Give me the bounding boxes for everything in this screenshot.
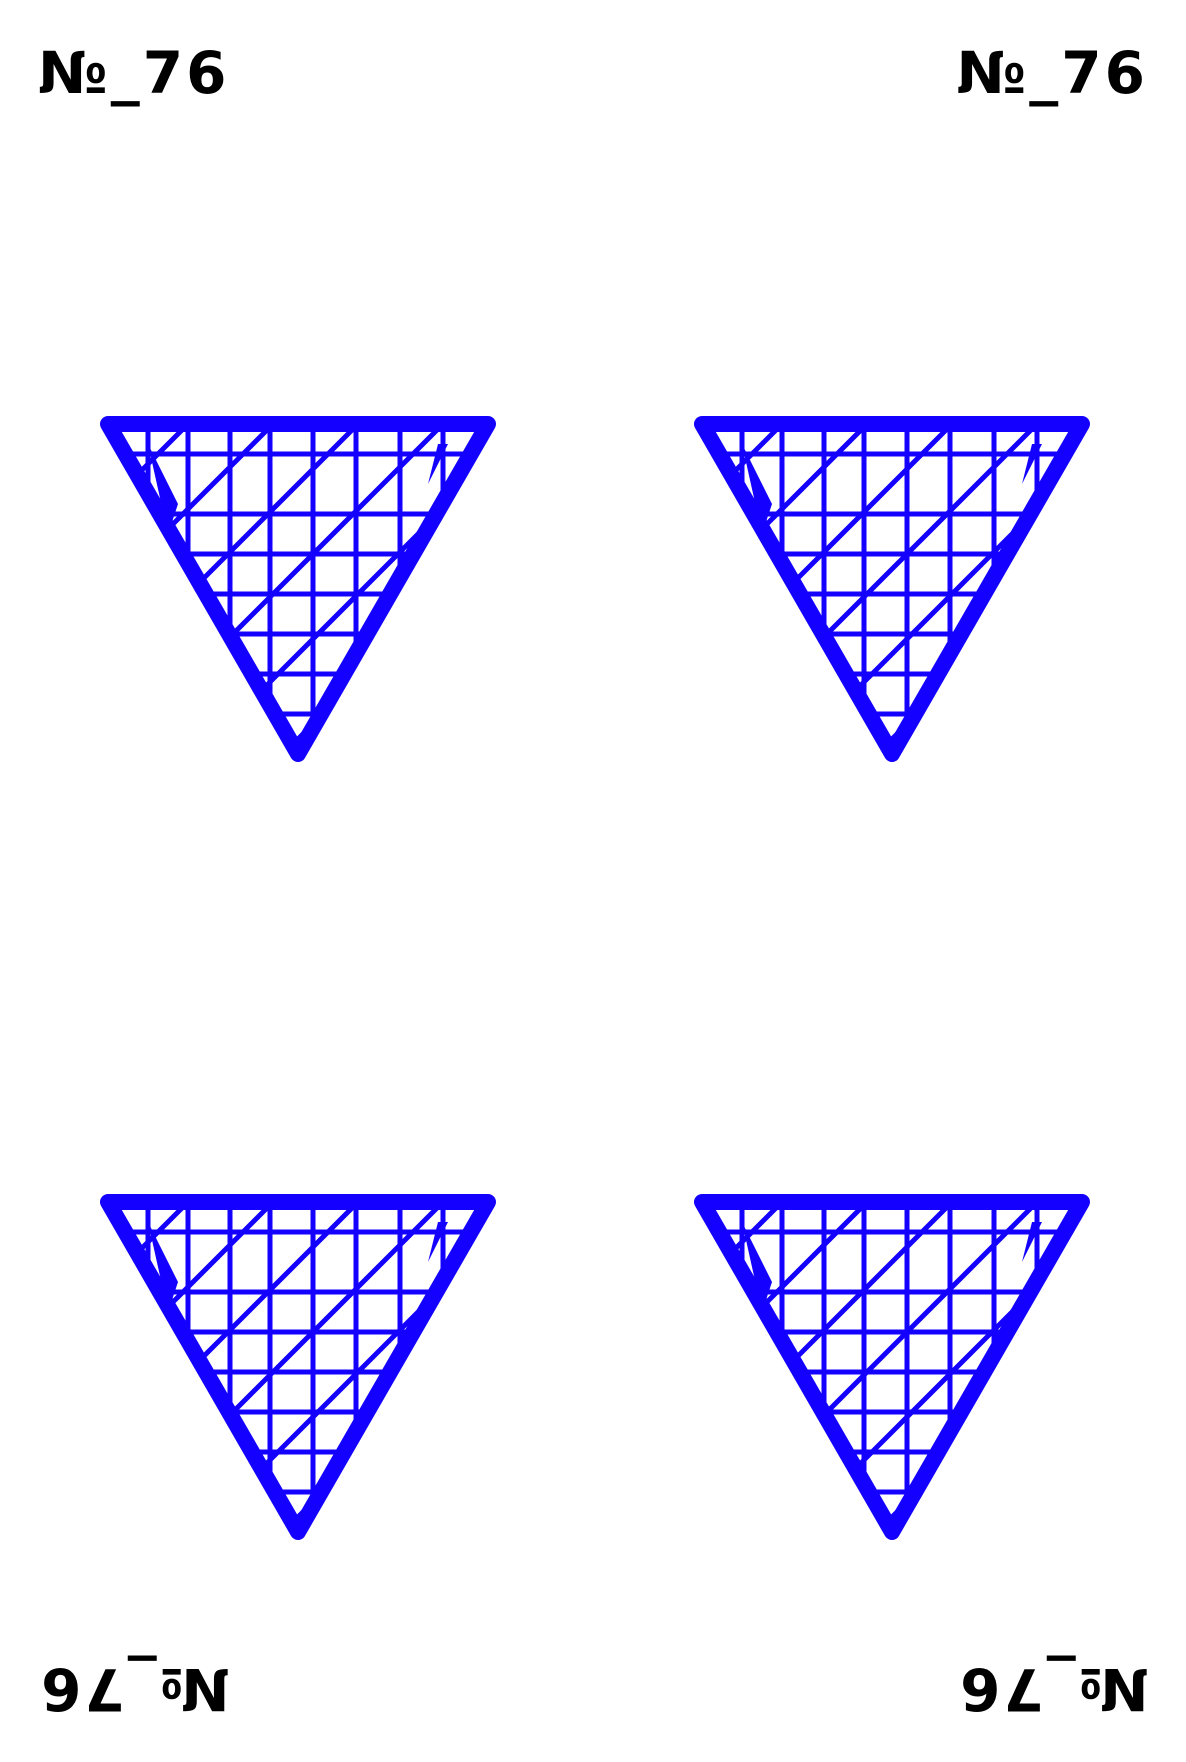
pip-top-left — [0, 424, 613, 754]
pip-bottom-left — [0, 1202, 613, 1532]
pip-top-right — [452, 424, 1186, 754]
corner-label-top-left: №_76 — [38, 39, 230, 107]
corner-label-bottom-left: №_76 — [38, 1655, 230, 1723]
corner-label-bottom-right: №_76 — [956, 1655, 1149, 1723]
pip-bottom-right — [452, 1202, 1186, 1532]
corner-label-top-right: №_76 — [956, 39, 1148, 107]
